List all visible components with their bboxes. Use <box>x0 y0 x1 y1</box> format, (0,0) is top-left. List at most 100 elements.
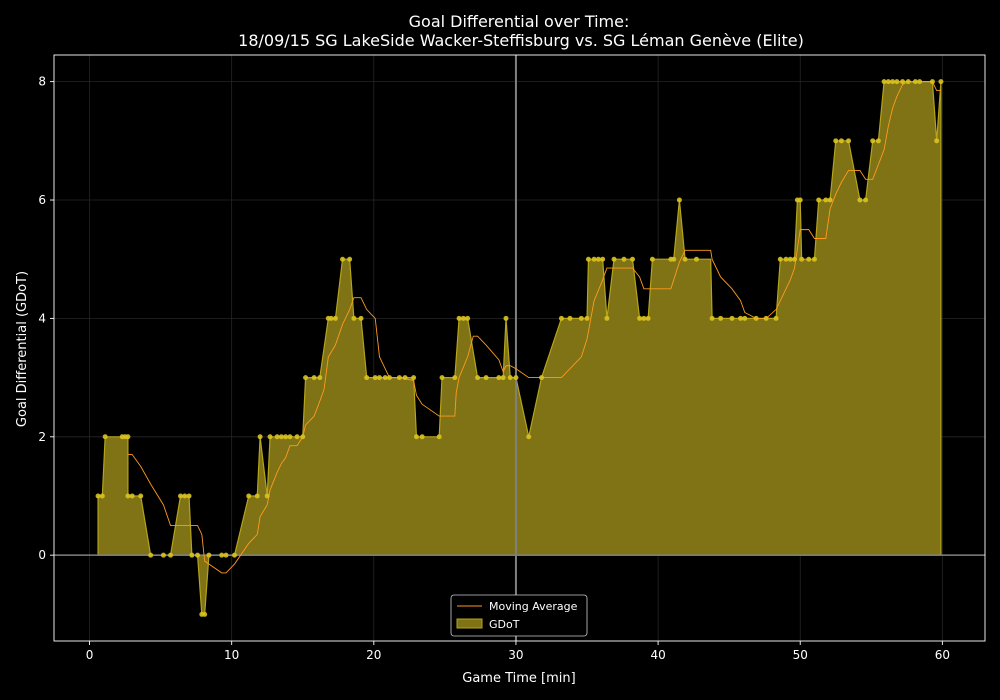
gdot-point <box>838 138 844 144</box>
gdot-point <box>513 375 519 381</box>
gdot-point <box>436 434 442 440</box>
gdot-point <box>182 493 188 499</box>
gdot-point <box>311 375 317 381</box>
gdot-point <box>649 256 655 262</box>
gdot-point <box>567 315 573 321</box>
chart-title: Goal Differential over Time: <box>409 12 630 31</box>
gdot-point <box>729 315 735 321</box>
gdot-point <box>773 315 779 321</box>
gdot-point <box>584 315 590 321</box>
gdot-point <box>195 552 201 558</box>
chart-legend: Moving Average GDoT <box>450 594 588 637</box>
gdot-point <box>863 197 869 203</box>
gdot-point <box>629 256 635 262</box>
gdot-point <box>138 493 144 499</box>
y-tick-label: 2 <box>38 430 46 444</box>
gdot-point <box>99 493 105 499</box>
gdot-point <box>95 493 101 499</box>
x-tick-label: 20 <box>366 648 381 662</box>
gdot-point <box>300 434 306 440</box>
gdot-point <box>585 256 591 262</box>
gdot-point <box>846 138 852 144</box>
gdot-point <box>833 138 839 144</box>
gdot-point <box>600 256 606 262</box>
gdot-point <box>278 434 284 440</box>
gdot-point <box>186 493 192 499</box>
y-tick-label: 8 <box>38 75 46 89</box>
y-tick-label: 6 <box>38 193 46 207</box>
gdot-point <box>402 375 408 381</box>
gdot-point <box>264 493 270 499</box>
gdot-point <box>376 375 382 381</box>
gdot-point <box>456 315 462 321</box>
moving-average-line <box>127 81 941 574</box>
gdot-point <box>274 434 280 440</box>
plot-area: 0 10 20 30 40 50 60 0 2 4 6 8 <box>38 54 986 662</box>
gdot-point <box>595 256 601 262</box>
y-axis-label: Goal Differential (GDoT) <box>15 271 30 427</box>
gdot-point <box>460 315 466 321</box>
gdot-point <box>742 315 748 321</box>
x-tick-label: 50 <box>793 648 808 662</box>
gdot-point <box>857 197 863 203</box>
gdot-point <box>787 256 793 262</box>
gdot-point <box>641 315 647 321</box>
gdot-point <box>483 375 489 381</box>
gdot-point <box>929 79 935 85</box>
gdot-point <box>347 256 353 262</box>
gdot-point <box>503 315 509 321</box>
gdot-point <box>396 375 402 381</box>
gdot-point <box>917 79 923 85</box>
gdot-point <box>753 315 759 321</box>
gdot-point <box>219 552 225 558</box>
gdot-point <box>358 315 364 321</box>
gdot-point <box>816 197 822 203</box>
gdot-point <box>465 315 471 321</box>
gdot-point <box>671 256 677 262</box>
gdot-point <box>303 375 309 381</box>
x-tick-label: 30 <box>508 648 523 662</box>
gdot-point <box>900 79 906 85</box>
gdot-point <box>621 256 627 262</box>
gdot-point <box>254 493 260 499</box>
gdot-point <box>364 375 370 381</box>
gdot-point <box>294 434 300 440</box>
gdot-point <box>283 434 289 440</box>
gdot-point <box>317 375 323 381</box>
gdot-point <box>246 493 252 499</box>
gdot-point <box>682 256 688 262</box>
gdot-point <box>827 197 833 203</box>
gdot-point <box>578 315 584 321</box>
gdot-point <box>125 434 131 440</box>
x-tick-label: 40 <box>650 648 665 662</box>
gdot-point <box>125 493 131 499</box>
gdot-point <box>709 315 715 321</box>
gdot-area <box>97 81 942 615</box>
y-tick-label: 4 <box>38 311 46 325</box>
plot-frame <box>53 54 986 642</box>
gdot-point <box>178 493 184 499</box>
gdot-point <box>738 315 744 321</box>
gdot-point <box>386 375 392 381</box>
gdot-point <box>676 197 682 203</box>
gdot-point <box>419 434 425 440</box>
gdot-point <box>894 79 900 85</box>
gdot-point <box>287 434 293 440</box>
gdot-point <box>232 552 238 558</box>
legend-gdot-swatch <box>456 618 483 629</box>
gdot-point <box>611 256 617 262</box>
gdot-point <box>160 552 166 558</box>
gdot-point <box>102 434 108 440</box>
x-axis-label: Game Time [min] <box>462 671 575 686</box>
gdot-point <box>885 79 891 85</box>
gdot-point <box>189 552 195 558</box>
gdot-point <box>267 434 273 440</box>
gdot-point <box>558 315 564 321</box>
gdot-point <box>500 375 506 381</box>
gdot-point <box>718 315 724 321</box>
gdot-point <box>823 197 829 203</box>
gdot-point <box>797 197 803 203</box>
gdot-point <box>257 434 263 440</box>
y-tick-label: 0 <box>38 548 46 562</box>
